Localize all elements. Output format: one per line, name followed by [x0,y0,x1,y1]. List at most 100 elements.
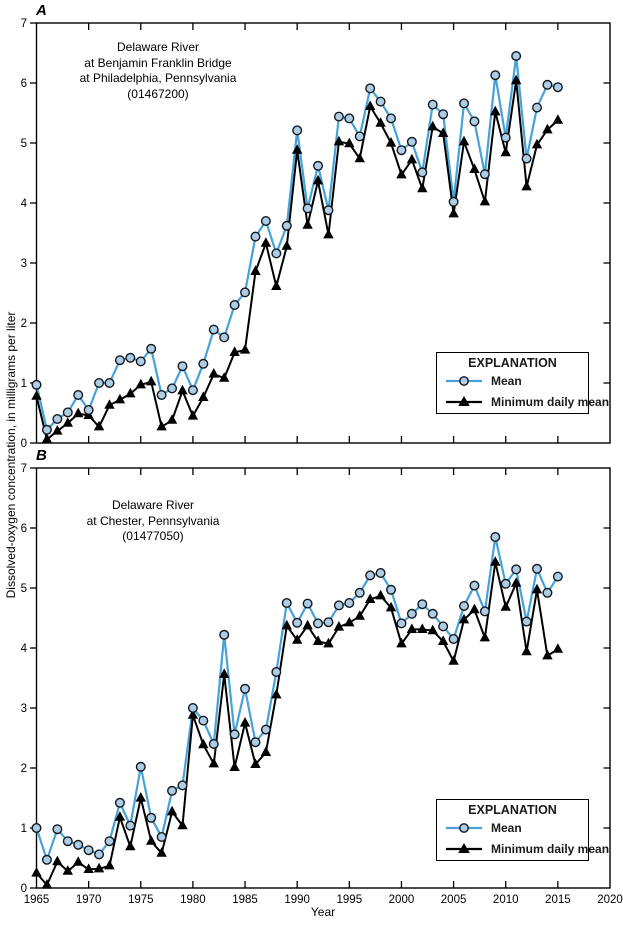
x-tick-label: 1965 [24,894,50,906]
mean-point [62,407,73,418]
min-daily-mean-point [344,616,355,627]
mean-point [94,849,105,860]
min-daily-mean-point [333,621,345,631]
mean-point [187,385,198,396]
min-daily-mean-point [260,746,272,756]
mean-point [146,343,157,354]
mean-point [260,724,271,735]
mean-point [552,82,563,93]
panel-a-station-number: (01467200) [127,86,189,101]
mean-point [52,824,63,835]
min-daily-mean-point [135,792,146,802]
y-tick-label: 6 [21,78,27,90]
mean-point [281,598,292,609]
min-daily-mean-point [531,583,543,594]
mean-point [83,405,94,416]
min-daily-mean-point [458,135,470,146]
legend-a-title: EXPLANATION [468,356,557,370]
legend-a-mean-entry: Mean [437,370,588,391]
min-daily-mean-point [250,758,261,768]
mean-point [323,205,334,216]
min-daily-mean-point [229,761,240,771]
x-tick-label: 1970 [76,894,102,906]
mean-point [177,361,188,372]
min-daily-mean-point [260,237,272,247]
min-daily-mean-point [344,137,355,148]
min-daily-mean-point [448,207,459,218]
min-daily-mean-point [73,856,84,866]
mean-point [52,414,63,425]
min-daily-mean-point [166,805,178,816]
mean-point [292,125,303,136]
panel-a-title: Delaware River at Benjamin Franklin Brid… [28,40,288,102]
min-daily-mean-point [218,668,230,678]
min-daily-mean-point [93,862,105,873]
panel-B: 0 1 2 3 4 5 6 7 1965 1970 1975 1980 1985 1990 1995 2000… [21,463,623,906]
min-daily-mean-point [312,174,324,185]
min-daily-mean-point [437,635,449,645]
mean-point [114,797,125,808]
min-daily-mean-point [427,624,438,635]
y-tick-label: 4 [21,643,28,655]
min-daily-mean-point [125,387,136,398]
min-daily-mean-point [52,425,63,435]
min-daily-mean-point [250,265,261,275]
mean-point [521,153,532,164]
mean-point [542,587,553,598]
panel-b-title: Delaware River at Chester, Pennsylvania … [23,498,283,545]
min-daily-mean-point [510,74,522,85]
min-daily-mean-point [156,420,167,431]
legend-b-min-entry: Minimum daily mean [437,838,609,859]
min-daily-mean-point [552,114,564,124]
min-daily-mean-point [281,619,292,630]
mean-point [552,571,563,582]
min-daily-mean-point [62,417,73,427]
min-daily-mean-point [469,163,480,173]
mean-point [83,845,94,856]
min-daily-mean-point [198,738,209,749]
min-daily-mean-point [531,138,543,149]
x-tick-label: 1985 [232,894,258,906]
mean-point [500,132,511,143]
mean-point [187,703,198,714]
mean-point [208,324,219,335]
min-daily-mean-point [500,146,511,157]
mean-point [521,616,532,627]
x-tick-label: 2010 [493,894,519,906]
panel-A-frame [35,22,611,444]
x-tick-label: 1995 [337,894,363,906]
mean-point [469,116,480,127]
min-daily-mean-point [187,410,199,420]
legend-a-mean-label: Mean [491,373,522,388]
min-daily-mean-point [41,433,53,443]
min-daily-mean-point [490,105,501,116]
panel-a-title-line2: at Benjamin Franklin Bridge [84,55,232,70]
mean-point [511,564,522,575]
min-daily-mean-point [521,180,532,191]
mean-point [406,608,417,619]
mean-point [62,836,73,847]
y-tick-label: 1 [21,378,27,390]
x-tick-label: 2000 [389,894,415,906]
min-daily-mean-point [146,835,157,845]
y-tick-label: 7 [21,463,27,475]
mean-point [448,634,459,645]
legend-b-title: EXPLANATION [468,803,557,817]
mean-point [302,598,313,609]
mean-point [500,578,511,589]
min-daily-mean-point [406,153,418,164]
min-daily-mean-point [375,117,386,127]
mean-point [198,715,209,726]
mean-point [511,51,522,62]
y-tick-label: 7 [21,18,27,30]
min-daily-mean-point [31,390,42,400]
panel-a-title-line3: at Philadelphia, Pennsylvania [79,71,237,85]
mean-point [427,608,438,619]
mean-point [313,618,324,629]
min-daily-mean-point [542,123,553,134]
min-daily-mean-point [239,344,251,354]
x-axis-label: Year [310,905,336,919]
min-daily-mean-point [177,384,188,395]
min-daily-mean-point [93,420,105,431]
min-daily-mean-point [198,391,209,401]
